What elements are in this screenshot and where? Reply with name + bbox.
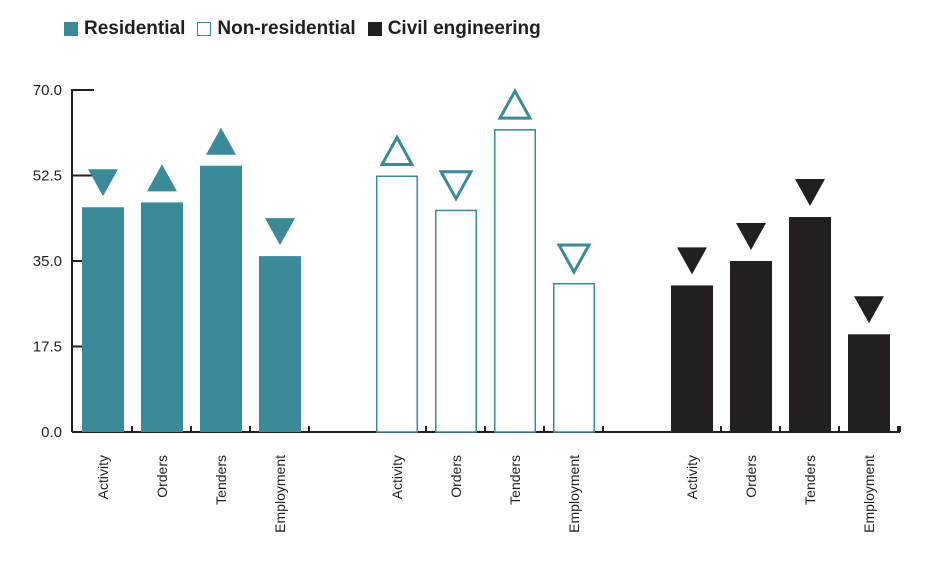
bar [141,202,183,432]
category-label: Activity [389,455,405,499]
bar [671,285,713,432]
bar [553,282,595,433]
trend-up-icon [497,87,533,120]
trend-down-icon [677,247,707,275]
legend-swatch-residential [64,22,78,36]
category-label: Tenders [507,455,523,505]
bar [435,209,477,433]
trend-up-icon [379,134,415,166]
bar [376,175,418,433]
y-tick-label: 52.5 [33,168,62,185]
legend-item-residential: Residential [64,18,185,40]
category-label: Orders [154,455,170,498]
trend-down-icon [88,169,118,197]
legend-swatch-civil-engineering [367,22,382,36]
y-tick-label: 0.0 [41,424,62,441]
trend-down-icon [265,218,295,246]
bar [848,334,890,432]
legend-label-non-residential: Non-residential [217,18,356,39]
category-label: Employment [861,455,877,533]
trend-down-icon [736,223,766,250]
legend-swatch-non-residential [197,22,212,36]
category-label: Tenders [213,455,229,505]
bar [200,165,242,432]
category-label: Tenders [802,455,818,505]
trend-down-icon [438,170,474,202]
category-label: Orders [448,455,464,498]
category-label: Employment [272,455,288,533]
bar [789,217,831,432]
category-label: Orders [743,455,759,498]
trend-up-icon [206,127,236,155]
legend-item-non-residential: Non-residential [197,18,356,40]
category-label: Activity [684,455,700,499]
trend-down-icon [854,296,884,324]
y-tick-label: 70.0 [33,82,62,99]
legend-item-civil-engineering: Civil engineering [367,18,541,40]
bar [82,207,124,432]
bar [494,129,536,433]
trend-up-icon [147,164,177,192]
y-tick-label: 17.5 [33,339,62,356]
bar [730,261,772,432]
bar [259,256,301,432]
y-tick-label: 35.0 [33,253,62,270]
trend-down-icon [795,179,825,207]
category-label: Activity [95,455,111,499]
trend-down-icon [556,243,592,276]
legend-label-residential: Residential [84,18,186,39]
category-label: Employment [566,455,582,533]
legend: Residential Non-residential Civil engine… [64,14,541,44]
legend-label-civil-engineering: Civil engineering [387,18,541,39]
